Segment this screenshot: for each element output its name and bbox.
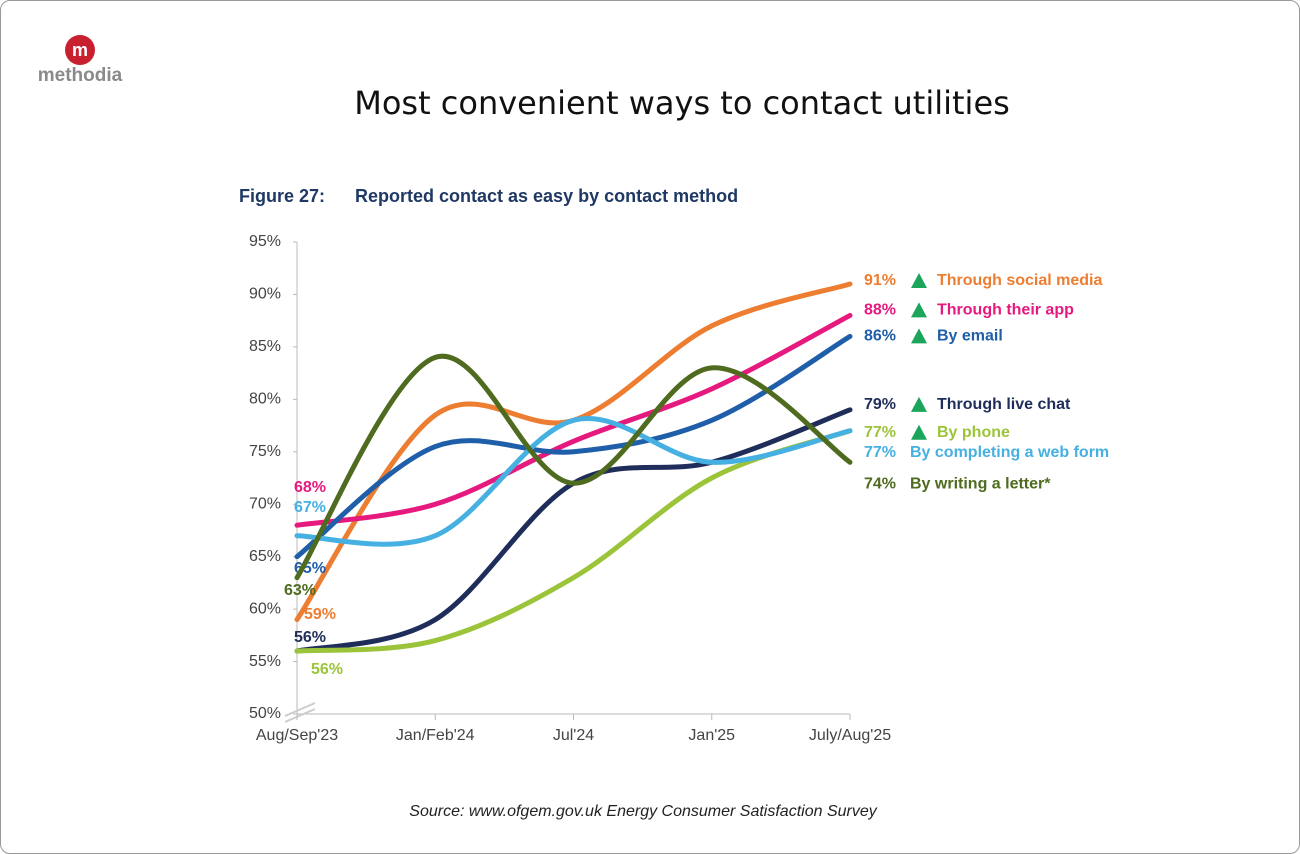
increase-marker [911,302,927,318]
axis-break [284,708,316,723]
y-tick-label: 65% [249,548,281,565]
line [294,333,853,560]
increase-marker [911,272,927,288]
y-tick-label: 55% [249,653,281,670]
legend-label: By phone [937,424,1010,441]
line [294,428,853,654]
brand: methodia [38,65,123,86]
y-tick-label: 85% [249,338,281,355]
data-label: 91% [864,272,896,289]
line [294,407,853,654]
y-tick-label: 90% [249,286,281,303]
line [294,416,853,547]
x-tick-label: Jan'25 [688,727,735,744]
line [294,353,853,581]
y-tick-label: 95% [249,233,281,250]
x-tick-label: Jan/Feb'24 [396,727,475,744]
y-tick-label: 80% [249,391,281,408]
y-tick-label: 70% [249,495,281,512]
data-label: 88% [864,302,896,319]
x-tick-label: Aug/Sep'23 [256,727,338,744]
source: Source: www.ofgem.gov.uk Energy Consumer… [409,803,877,820]
data-label: 59% [304,606,336,623]
data-label: 86% [864,328,896,345]
legend-label: By writing a letter* [910,475,1051,492]
data-label: 63% [284,582,316,599]
logo-letter: m [72,40,88,60]
legend-label: By email [937,328,1003,345]
data-label: 74% [864,475,896,492]
legend-label: Through social media [937,272,1102,289]
legend-label: Through live chat [937,396,1071,413]
data-label: 79% [864,396,896,413]
data-label: 77% [864,444,896,461]
axis-break [284,702,316,717]
page-title: Most convenient ways to contact utilitie… [354,84,1010,122]
logo-mark [65,35,95,65]
y-tick-label: 60% [249,600,281,617]
x-tick-label: July/Aug'25 [809,727,891,744]
y-tick-label: 75% [249,443,281,460]
legend-label: By completing a web form [910,444,1109,461]
y-tick-label: 50% [249,705,281,722]
data-label: 56% [311,661,343,678]
x-tick-label: Jul'24 [553,727,594,744]
increase-marker [911,424,927,440]
chart-title: Reported contact as easy by contact meth… [355,186,738,206]
data-label: 56% [294,629,326,646]
data-label: 68% [294,479,326,496]
figure-label: Figure 27: [239,186,325,206]
line [294,312,853,528]
increase-marker [911,328,927,344]
legend-label: Through their app [937,302,1074,319]
data-label: 67% [294,499,326,516]
increase-marker [911,396,927,412]
data-label: 77% [864,424,896,441]
